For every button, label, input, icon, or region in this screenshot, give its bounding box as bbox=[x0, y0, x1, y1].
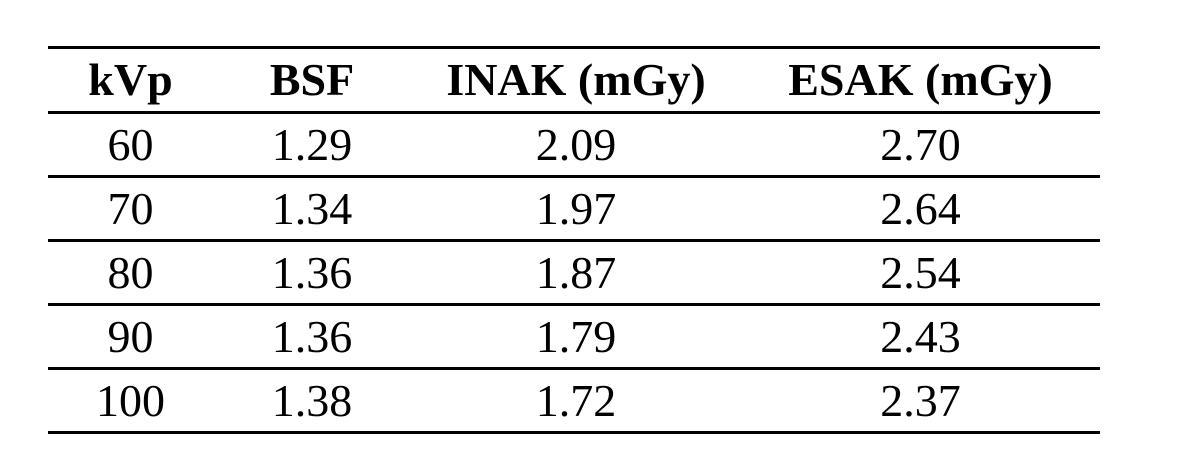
cell-esak: 2.43 bbox=[741, 303, 1100, 369]
cell-inak: 2.09 bbox=[411, 111, 741, 177]
cell-inak: 1.97 bbox=[411, 175, 741, 241]
column-header-esak: ESAK (mGy) bbox=[741, 46, 1100, 113]
cell-inak: 1.79 bbox=[411, 303, 741, 369]
cell-bsf: 1.36 bbox=[213, 239, 411, 305]
cell-bsf: 1.34 bbox=[213, 175, 411, 241]
header-row: kVp BSF INAK (mGy) ESAK (mGy) bbox=[48, 46, 1100, 113]
table-row: 100 1.38 1.72 2.37 bbox=[48, 367, 1100, 434]
cell-bsf: 1.29 bbox=[213, 111, 411, 177]
column-header-inak: INAK (mGy) bbox=[411, 46, 741, 113]
table-row: 70 1.34 1.97 2.64 bbox=[48, 175, 1100, 241]
cell-esak: 2.70 bbox=[741, 111, 1100, 177]
cell-kvp: 90 bbox=[48, 303, 213, 369]
cell-esak: 2.37 bbox=[741, 367, 1100, 434]
cell-kvp: 100 bbox=[48, 367, 213, 434]
dosimetry-table: kVp BSF INAK (mGy) ESAK (mGy) 60 1.29 2.… bbox=[48, 46, 1100, 434]
cell-kvp: 70 bbox=[48, 175, 213, 241]
cell-kvp: 60 bbox=[48, 111, 213, 177]
column-header-bsf: BSF bbox=[213, 46, 411, 113]
table-row: 80 1.36 1.87 2.54 bbox=[48, 239, 1100, 305]
cell-kvp: 80 bbox=[48, 239, 213, 305]
table-row: 60 1.29 2.09 2.70 bbox=[48, 111, 1100, 177]
cell-esak: 2.64 bbox=[741, 175, 1100, 241]
cell-bsf: 1.38 bbox=[213, 367, 411, 434]
cell-bsf: 1.36 bbox=[213, 303, 411, 369]
table-row: 90 1.36 1.79 2.43 bbox=[48, 303, 1100, 369]
column-header-kvp: kVp bbox=[48, 46, 213, 113]
cell-inak: 1.72 bbox=[411, 367, 741, 434]
cell-inak: 1.87 bbox=[411, 239, 741, 305]
cell-esak: 2.54 bbox=[741, 239, 1100, 305]
